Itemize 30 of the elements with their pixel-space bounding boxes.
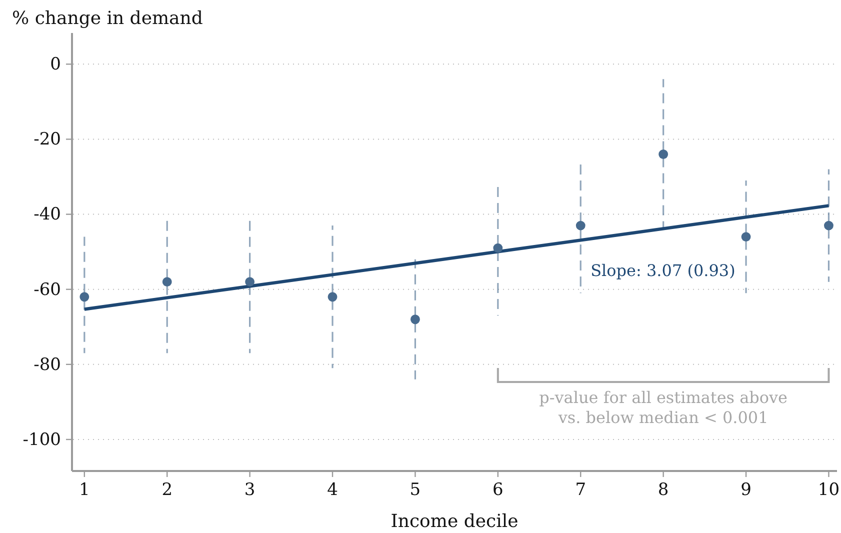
annotation: Slope: 3.07 (0.93): [590, 261, 736, 280]
point: [658, 150, 668, 159]
point: [80, 292, 90, 302]
x-tick-label: 3: [244, 480, 256, 500]
x-tick-label: 10: [818, 480, 840, 500]
x-tick-label: 8: [658, 480, 669, 500]
point: [824, 220, 834, 230]
x-axis-title: Income decile: [390, 511, 518, 532]
y-tick-label: 0: [50, 54, 61, 75]
y-tick-label: -100: [22, 430, 61, 450]
x-tick-label: 2: [162, 480, 173, 500]
y-tick-label: -80: [34, 354, 61, 375]
point: [410, 314, 420, 324]
x-tick-label: 1: [78, 480, 90, 500]
point: [493, 243, 503, 253]
x-tick-label: 5: [410, 480, 421, 500]
y-tick-label: -20: [34, 130, 61, 150]
x-tick-label: 9: [740, 480, 752, 500]
x-tick-label: 4: [327, 480, 338, 500]
x-tick-label: 6: [492, 480, 504, 500]
y-axis-title: % change in demand: [12, 8, 203, 29]
point: [245, 277, 255, 287]
annotation: p-value for all estimates above vs. below median < 0.001: [539, 388, 788, 427]
point: [328, 292, 338, 302]
x-tick-label: 7: [575, 480, 586, 500]
point: [576, 220, 586, 230]
point: [162, 277, 172, 287]
y-tick-label: -60: [34, 280, 61, 300]
y-tick-label: -40: [34, 204, 61, 225]
point: [741, 232, 751, 242]
